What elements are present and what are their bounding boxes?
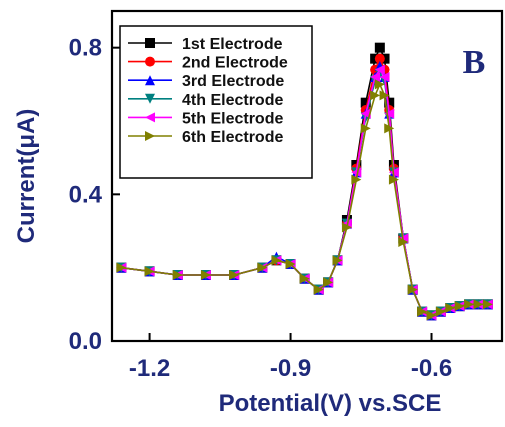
data-point: [379, 90, 390, 101]
data-point: [374, 42, 385, 53]
legend-label: 3rd Electrode: [182, 73, 284, 90]
legend-marker: [145, 75, 155, 86]
y-tick-label: 0.4: [69, 181, 103, 208]
x-tick-label: -1.2: [129, 355, 170, 382]
legend-label: 1st Electrode: [182, 36, 283, 53]
data-point: [370, 90, 381, 101]
legend-marker: [145, 112, 155, 123]
data-point: [374, 79, 385, 90]
legend-label: 5th Electrode: [182, 110, 283, 127]
data-point: [417, 306, 428, 317]
data-point: [285, 259, 296, 269]
x-tick-label: -0.6: [411, 355, 452, 382]
data-point: [384, 108, 395, 119]
data-point: [388, 174, 399, 185]
data-point: [116, 262, 127, 273]
data-point: [257, 262, 268, 273]
legend-marker: [145, 56, 155, 67]
data-point: [299, 273, 310, 284]
data-point: [332, 255, 343, 266]
x-tick-label: -0.9: [270, 355, 311, 382]
legend-label: 6th Electrode: [182, 129, 283, 146]
legend-marker: [145, 38, 155, 48]
legend-marker: [145, 131, 155, 141]
x-axis-title: Potential(V) vs.SCE: [219, 390, 442, 417]
data-point: [370, 72, 381, 82]
data-point: [407, 284, 418, 295]
legend-item: 4th Electrode: [128, 92, 283, 109]
data-point: [341, 222, 352, 233]
legend-label: 2nd Electrode: [182, 55, 288, 72]
data-point: [379, 72, 390, 82]
data-point: [271, 255, 282, 266]
data-point: [360, 108, 371, 119]
legend-frame: [119, 25, 313, 179]
data-point: [374, 64, 385, 75]
data-point: [144, 266, 155, 277]
data-point: [384, 123, 395, 134]
legend-item: 5th Electrode: [128, 110, 283, 127]
legend-item: 2nd Electrode: [128, 55, 288, 72]
data-point: [360, 97, 371, 108]
data-point: [426, 310, 437, 321]
legend-item: 3rd Electrode: [128, 73, 284, 90]
y-tick-label: 0.8: [69, 35, 102, 62]
axis-ticks: -1.2 -0.9 -0.6 0.0 0.4 0.8: [69, 35, 453, 382]
data-point: [360, 123, 371, 134]
legend-marker: [145, 93, 155, 104]
data-point: [435, 306, 446, 317]
legend-label: 4th Electrode: [182, 92, 283, 109]
series-6th-electrode: [116, 79, 493, 321]
plot-frame: [110, 9, 504, 343]
data-point: [374, 53, 385, 64]
data-point: [482, 299, 493, 310]
data-point: [398, 237, 409, 247]
data-point: [172, 270, 183, 280]
y-tick-label: 0.0: [69, 328, 102, 355]
y-axis-title: Current(μA): [13, 109, 40, 244]
panel-label: B: [463, 44, 486, 81]
data-point: [351, 174, 362, 185]
legend-item: 1st Electrode: [128, 36, 283, 53]
data-point: [473, 299, 484, 310]
data-point: [384, 97, 395, 108]
legend-item: 6th Electrode: [128, 129, 283, 146]
data-point: [229, 270, 240, 280]
data-point: [454, 301, 465, 312]
data-point: [464, 299, 475, 310]
data-point: [323, 277, 334, 288]
series-layer: [116, 42, 493, 321]
data-point: [313, 284, 324, 295]
data-point: [445, 303, 456, 313]
data-point: [200, 270, 211, 280]
